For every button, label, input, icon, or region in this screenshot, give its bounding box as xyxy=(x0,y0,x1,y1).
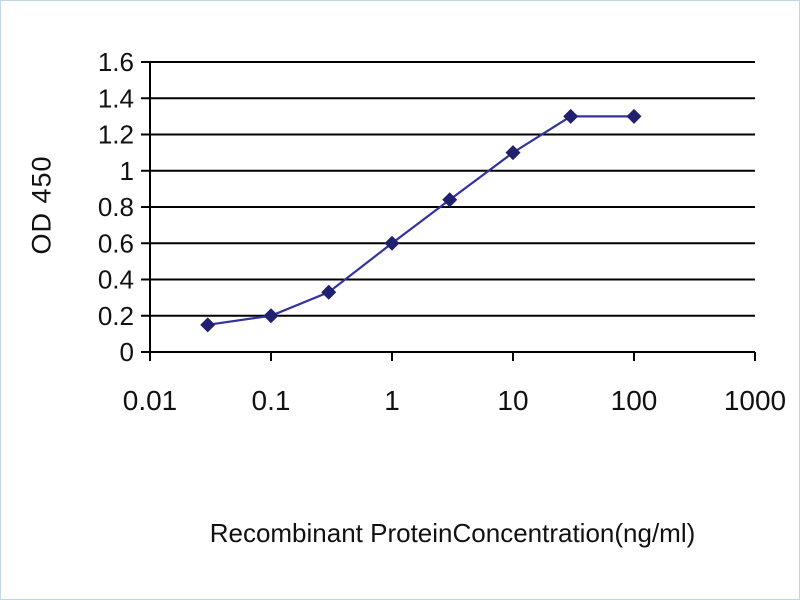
y-axis-title: OD 450 xyxy=(26,155,57,255)
y-tick-label: 0.8 xyxy=(98,192,134,222)
x-tick-label: 0.1 xyxy=(252,385,291,416)
data-point-marker xyxy=(384,235,400,251)
y-tick-label: 0.6 xyxy=(98,228,134,258)
y-tick-label: 1.4 xyxy=(98,83,134,113)
data-point-marker xyxy=(505,145,521,161)
x-tick-label: 100 xyxy=(611,385,658,416)
y-tick-label: 0.2 xyxy=(98,301,134,331)
x-tick-label: 0.01 xyxy=(123,385,178,416)
y-tick-label: 1.2 xyxy=(98,120,134,150)
data-point-marker xyxy=(563,108,579,124)
data-point-marker xyxy=(626,108,642,124)
x-tick-label: 1000 xyxy=(724,385,786,416)
y-tick-label: 0 xyxy=(120,337,134,367)
x-tick-label: 1 xyxy=(384,385,400,416)
y-tick-label: 1 xyxy=(120,156,134,186)
y-tick-label: 0.4 xyxy=(98,265,134,295)
data-point-marker xyxy=(200,317,216,333)
data-point-marker xyxy=(442,192,458,208)
data-point-marker xyxy=(263,308,279,324)
y-tick-label: 1.6 xyxy=(98,47,134,77)
data-point-marker xyxy=(321,284,337,300)
x-tick-label: 10 xyxy=(497,385,528,416)
x-axis-title: Recombinant ProteinConcentration(ng/ml) xyxy=(209,518,696,548)
series-line xyxy=(207,115,634,326)
